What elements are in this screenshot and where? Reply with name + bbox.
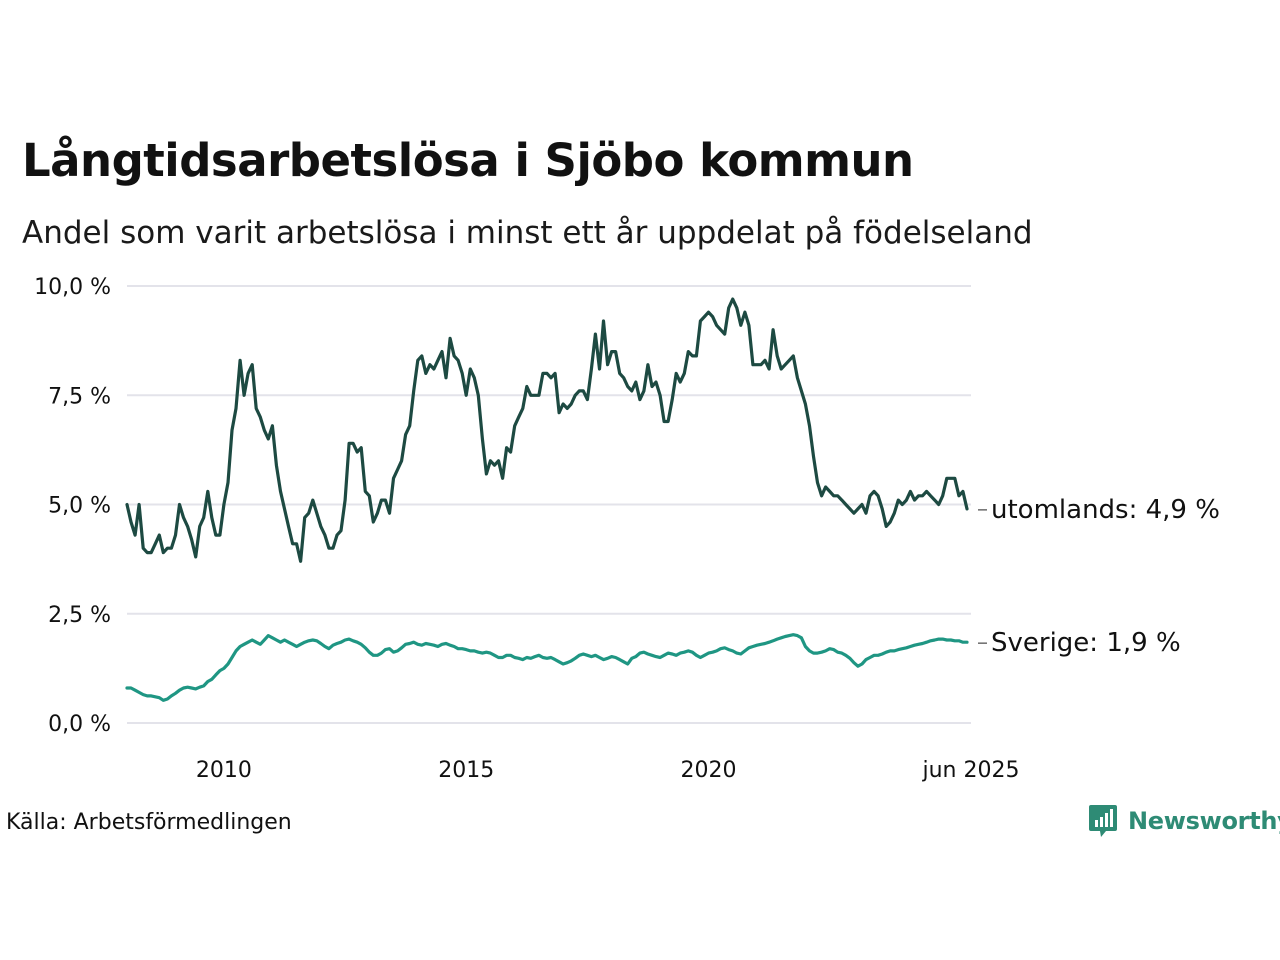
x-tick-label: 2015 xyxy=(438,758,494,783)
chart-subtitle: Andel som varit arbetslösa i minst ett å… xyxy=(22,215,1033,251)
brand-name: Newsworthy xyxy=(1128,807,1280,835)
y-tick-label: 10,0 % xyxy=(34,275,111,300)
y-tick-label: 7,5 % xyxy=(48,384,111,409)
y-tick-label: 0,0 % xyxy=(48,712,111,737)
y-axis-ticks: 0,0 % 2,5 % 5,0 % 7,5 % 10,0 % xyxy=(34,275,111,737)
source-note: Källa: Arbetsförmedlingen xyxy=(6,810,292,835)
series-line-sverige xyxy=(125,633,969,702)
x-tick-label: jun 2025 xyxy=(922,758,1020,783)
series-lines xyxy=(125,297,969,702)
newsworthy-logo-icon xyxy=(1089,805,1117,837)
brand-logo: Newsworthy xyxy=(1088,803,1280,839)
x-tick-label: 2010 xyxy=(196,758,252,783)
y-tick-label: 2,5 % xyxy=(48,603,111,628)
end-label-utomlands: utomlands: 4,9 % xyxy=(991,495,1220,525)
gridlines xyxy=(127,285,971,724)
y-tick-label: 5,0 % xyxy=(48,494,111,519)
x-axis-ticks: 2010 2015 2020 jun 2025 xyxy=(196,758,1020,783)
series-line-utomlands xyxy=(125,297,969,563)
end-label-sverige: Sverige: 1,9 % xyxy=(991,628,1181,658)
chart-title: Långtidsarbetslösa i Sjöbo kommun xyxy=(22,134,914,187)
end-labels: utomlands: 4,9 % Sverige: 1,9 % xyxy=(978,495,1220,658)
x-tick-label: 2020 xyxy=(681,758,737,783)
